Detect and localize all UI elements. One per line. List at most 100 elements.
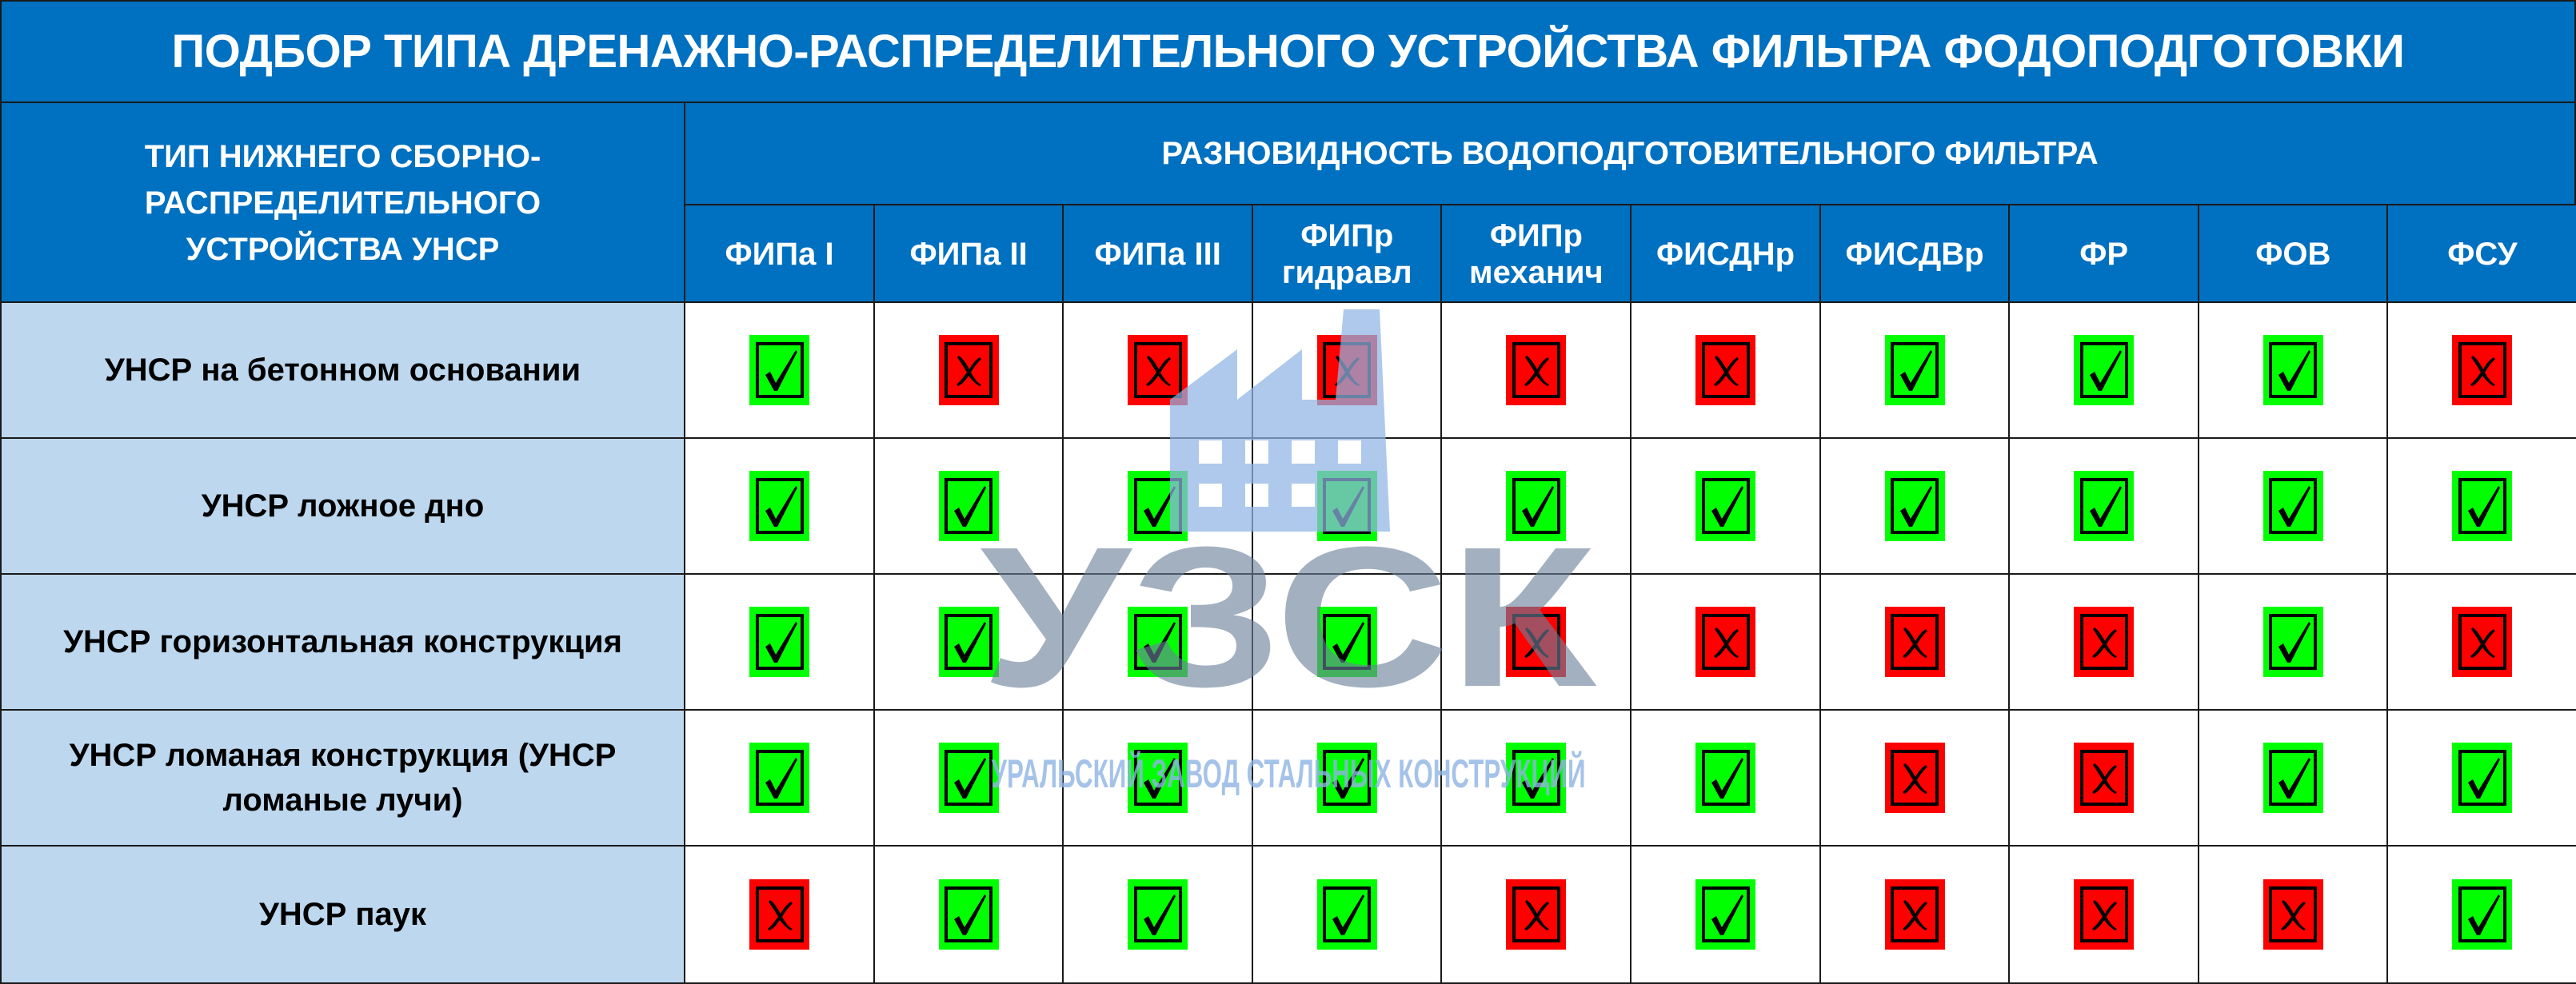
- mark-box: [2458, 886, 2506, 942]
- table-cell: [684, 845, 875, 984]
- yes-mark: [1695, 743, 1755, 813]
- table-cell: [2197, 573, 2389, 711]
- table-cell: [873, 709, 1064, 847]
- yes-mark: [1128, 743, 1188, 813]
- cross-icon: [2470, 356, 2495, 386]
- table-cell: [1062, 573, 1254, 711]
- mark-box: [1133, 478, 1182, 534]
- no-mark: [2452, 607, 2513, 677]
- table-cell: [684, 573, 875, 711]
- no-mark: [1506, 607, 1567, 677]
- no-mark: [749, 879, 809, 950]
- table-cell: [2197, 437, 2389, 575]
- row-label: УНСР горизонтальная конструкция: [0, 573, 685, 711]
- row-label: УНСР ложное дно: [0, 437, 685, 575]
- cross-icon: [1145, 356, 1171, 386]
- mark-box: [1701, 886, 1750, 942]
- table-cell: [1819, 573, 2011, 711]
- table-cell: [2008, 573, 2200, 711]
- mark-box: [1323, 478, 1372, 534]
- table-cell: [1062, 845, 1254, 984]
- column-header: ФИСДВр: [1819, 204, 2011, 305]
- checkmark-icon: [1143, 894, 1176, 935]
- mark-box: [1133, 886, 1182, 942]
- mark-box: [2079, 614, 2128, 670]
- no-mark: [1316, 335, 1377, 405]
- no-mark: [2074, 607, 2135, 677]
- checkmark-icon: [1900, 350, 1933, 391]
- mark-box: [1133, 342, 1182, 398]
- mark-box: [1323, 886, 1372, 942]
- table-cell: [1630, 845, 1821, 984]
- checkmark-icon: [2089, 486, 2122, 527]
- checkmark-icon: [2278, 350, 2311, 391]
- no-mark: [1695, 335, 1755, 405]
- checkmark-icon: [765, 486, 797, 527]
- left-column-header: ТИП НИЖНЕГО СБОРНО-РАСПРЕДЕЛИТЕЛЬНОГО УС…: [0, 102, 685, 305]
- mark-box: [2269, 750, 2318, 806]
- cross-icon: [767, 900, 793, 930]
- table-cell: [1062, 709, 1254, 847]
- row-label: УНСР ломаная конструкция (УНСР ломаные л…: [0, 709, 685, 847]
- mark-box: [1701, 342, 1750, 398]
- table-cell: [2008, 845, 2200, 984]
- checkmark-icon: [1521, 486, 1554, 527]
- yes-mark: [2262, 743, 2323, 813]
- mark-box: [1323, 750, 1372, 806]
- table-cell: [1251, 573, 1443, 711]
- checkmark-icon: [2089, 350, 2122, 391]
- no-mark: [1506, 335, 1567, 405]
- mark-box: [2458, 478, 2506, 534]
- yes-mark: [2074, 471, 2135, 541]
- checkmark-icon: [954, 486, 987, 527]
- no-mark: [1128, 335, 1188, 405]
- mark-box: [2079, 886, 2128, 942]
- cross-icon: [1903, 627, 1928, 658]
- no-mark: [2452, 335, 2513, 405]
- yes-mark: [1128, 879, 1188, 950]
- yes-mark: [2262, 335, 2323, 405]
- yes-mark: [1316, 471, 1377, 541]
- yes-mark: [749, 471, 809, 541]
- table-cell: [2386, 709, 2576, 847]
- column-header: ФИПа III: [1062, 204, 1254, 305]
- mark-box: [945, 342, 993, 398]
- mark-box: [2269, 342, 2318, 398]
- no-mark: [2074, 879, 2135, 950]
- table-cell: [2197, 301, 2389, 439]
- mark-box: [1512, 342, 1560, 398]
- checkmark-icon: [1711, 894, 1743, 935]
- checkmark-icon: [1332, 622, 1365, 663]
- column-header: ФИПр механич: [1440, 204, 1632, 305]
- mark-box: [2079, 478, 2128, 534]
- mark-box: [945, 886, 993, 942]
- table-cell: [1819, 845, 2011, 984]
- table-cell: [1440, 573, 1632, 711]
- checkmark-icon: [1900, 486, 1933, 527]
- mark-box: [2269, 478, 2318, 534]
- mark-box: [1512, 478, 1560, 534]
- table-cell: [1630, 709, 1821, 847]
- no-mark: [1695, 607, 1755, 677]
- checkmark-icon: [2467, 486, 2500, 527]
- column-header: ФОВ: [2197, 204, 2389, 305]
- table-cell: [2197, 709, 2389, 847]
- yes-mark: [1316, 607, 1377, 677]
- table-cell: [2386, 301, 2576, 439]
- table-cell: [1062, 301, 1254, 439]
- cross-icon: [2281, 900, 2306, 930]
- table-cell: [1251, 709, 1443, 847]
- table-cell: [873, 301, 1064, 439]
- mark-box: [2269, 614, 2318, 670]
- cross-icon: [2091, 900, 2117, 930]
- mark-box: [1891, 614, 1939, 670]
- mark-box: [1323, 342, 1372, 398]
- mark-box: [1701, 478, 1750, 534]
- checkmark-icon: [2278, 758, 2311, 799]
- checkmark-icon: [954, 894, 987, 935]
- checkmark-icon: [2278, 622, 2311, 663]
- table-cell: [684, 709, 875, 847]
- yes-mark: [2262, 607, 2323, 677]
- no-mark: [1884, 743, 1945, 813]
- mark-box: [2458, 342, 2506, 398]
